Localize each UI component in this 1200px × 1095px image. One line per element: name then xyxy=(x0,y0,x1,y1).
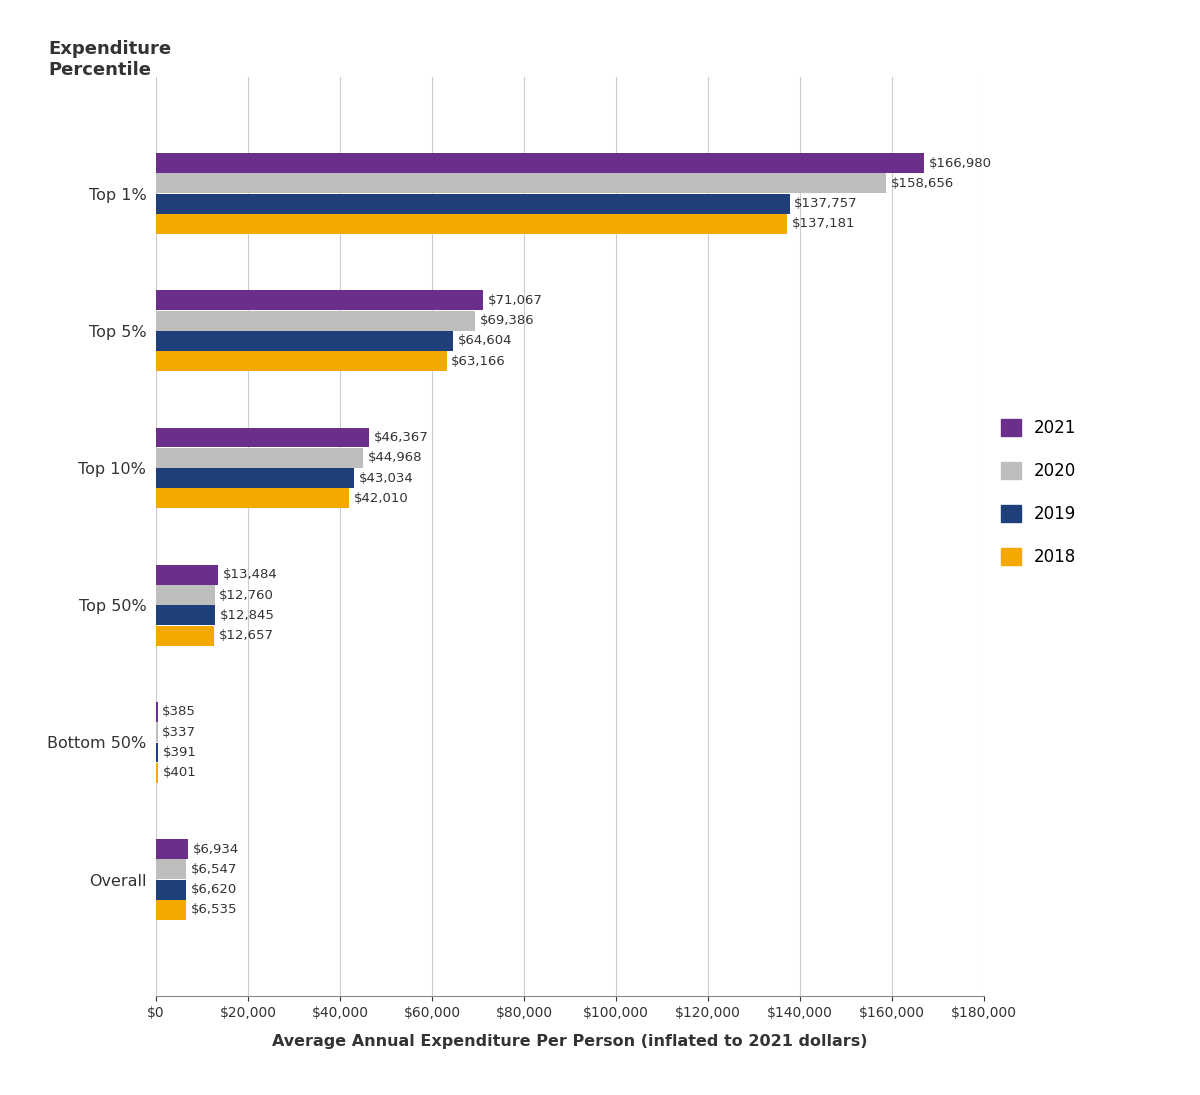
Text: $42,010: $42,010 xyxy=(354,492,408,505)
Bar xyxy=(156,565,218,585)
Text: $12,760: $12,760 xyxy=(220,588,274,601)
Bar xyxy=(156,290,482,310)
Text: $6,535: $6,535 xyxy=(191,903,238,917)
Bar xyxy=(156,351,446,371)
Text: $63,166: $63,166 xyxy=(451,355,506,368)
Bar xyxy=(156,469,354,488)
Bar xyxy=(156,194,790,214)
Bar xyxy=(156,311,475,331)
Text: $166,980: $166,980 xyxy=(929,157,991,170)
Text: $12,845: $12,845 xyxy=(220,609,275,622)
Bar xyxy=(156,448,362,468)
Text: $13,484: $13,484 xyxy=(223,568,277,581)
Text: $43,034: $43,034 xyxy=(359,472,413,485)
Bar xyxy=(156,742,157,762)
Text: $64,604: $64,604 xyxy=(457,334,512,347)
Bar xyxy=(156,900,186,920)
Bar xyxy=(156,879,186,900)
Bar xyxy=(156,625,215,646)
Text: $69,386: $69,386 xyxy=(480,314,534,327)
Legend: 2021, 2020, 2019, 2018: 2021, 2020, 2019, 2018 xyxy=(1001,418,1076,566)
Bar xyxy=(156,860,186,879)
Bar xyxy=(156,153,924,173)
Text: $6,620: $6,620 xyxy=(191,884,238,896)
Text: Expenditure
Percentile: Expenditure Percentile xyxy=(48,39,172,79)
X-axis label: Average Annual Expenditure Per Person (inflated to 2021 dollars): Average Annual Expenditure Per Person (i… xyxy=(272,1034,868,1049)
Text: $46,367: $46,367 xyxy=(374,431,428,445)
Text: $401: $401 xyxy=(162,766,196,780)
Bar xyxy=(156,839,188,860)
Bar xyxy=(156,585,215,604)
Text: $158,656: $158,656 xyxy=(890,177,954,189)
Text: $6,547: $6,547 xyxy=(191,863,238,876)
Text: $12,657: $12,657 xyxy=(218,629,274,642)
Bar xyxy=(156,488,349,508)
Text: $137,757: $137,757 xyxy=(794,197,858,210)
Bar xyxy=(156,763,158,783)
Bar xyxy=(156,331,454,350)
Text: $137,181: $137,181 xyxy=(792,218,856,230)
Text: $71,067: $71,067 xyxy=(487,293,542,307)
Text: $385: $385 xyxy=(162,705,197,718)
Bar xyxy=(156,702,157,722)
Bar xyxy=(156,723,157,742)
Text: $391: $391 xyxy=(162,746,197,759)
Text: $337: $337 xyxy=(162,726,196,739)
Bar xyxy=(156,606,215,625)
Bar xyxy=(156,427,370,448)
Bar xyxy=(156,173,886,194)
Text: $44,968: $44,968 xyxy=(367,451,422,464)
Bar xyxy=(156,214,787,234)
Text: $6,934: $6,934 xyxy=(192,843,239,855)
